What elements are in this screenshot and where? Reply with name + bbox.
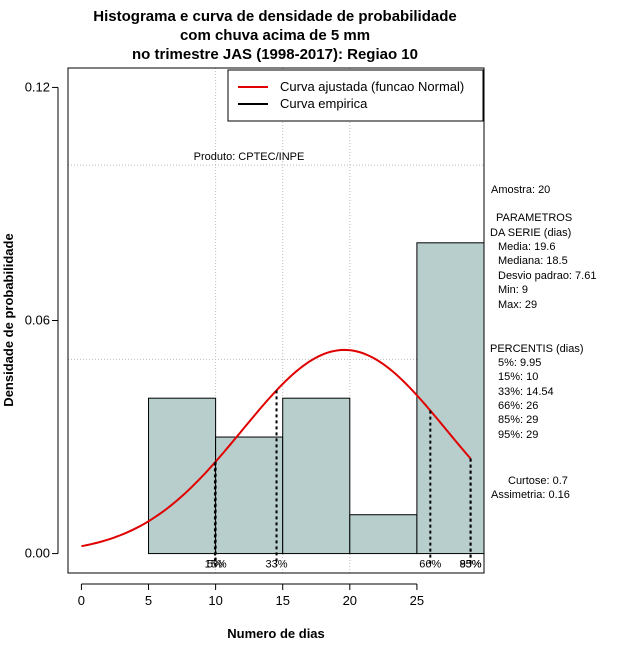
percentile-66: 66%: 26 xyxy=(498,400,538,412)
x-tick-label: 25 xyxy=(410,593,424,608)
histogram-bar xyxy=(416,242,485,555)
percentiles-title: PERCENTIS (dias) xyxy=(490,343,584,355)
param-sd: Desvio padrao: 7.61 xyxy=(498,270,596,282)
legend-label-empirical: Curva empirica xyxy=(280,96,368,111)
y-tick-label: 0.00 xyxy=(25,546,50,561)
params-title-1: PARAMETROS xyxy=(496,212,572,224)
histogram-bars xyxy=(148,242,485,555)
percentile-15: 15%: 10 xyxy=(498,371,538,383)
param-mean: Media: 19.6 xyxy=(498,241,555,253)
percentile-33: 33%: 14.54 xyxy=(498,386,554,398)
x-axis-title: Numero de dias xyxy=(227,626,325,641)
percentile-85: 85%: 29 xyxy=(498,414,538,426)
plot-frame xyxy=(67,67,485,574)
percentile-marker-label: 66% xyxy=(419,559,441,571)
percentile-95: 95%: 29 xyxy=(498,429,538,441)
percentile-5: 5%: 9.95 xyxy=(498,357,541,369)
legend: Curva ajustada (funcao Normal) Curva emp… xyxy=(227,69,484,122)
chart-title-line-2: com chuva acima de 5 mm xyxy=(180,27,370,44)
x-tick-label: 10 xyxy=(208,593,222,608)
chart-title-line-1: Histograma e curva de densidade de proba… xyxy=(93,8,456,25)
axes-layer: 0.00 0.06 0.12 0 5 10 15 20 25 xyxy=(25,79,424,608)
chart-title-line-3: no trimestre JAS (1998-2017): Regiao 10 xyxy=(132,46,418,63)
histogram-bar xyxy=(282,397,351,555)
histogram-bar xyxy=(349,514,418,555)
param-min: Min: 9 xyxy=(498,284,528,296)
histogram-bar xyxy=(148,397,217,555)
percentile-marker-label: 85% xyxy=(460,559,482,571)
params-title-2: DA SERIE (dias) xyxy=(490,227,571,239)
kurtosis: Curtose: 0.7 xyxy=(508,475,568,487)
x-tick-label: 20 xyxy=(343,593,357,608)
sample-size: Amostra: 20 xyxy=(491,184,550,196)
histogram-bar xyxy=(215,436,284,555)
percentile-marker-label: 95% xyxy=(460,559,482,571)
param-max: Max: 29 xyxy=(498,299,537,311)
percentile-marker-label: 33% xyxy=(266,559,288,571)
y-tick-label: 0.06 xyxy=(25,313,50,328)
legend-label-normal: Curva ajustada (funcao Normal) xyxy=(280,79,464,94)
param-median: Mediana: 18.5 xyxy=(498,255,568,267)
percentile-marker-label: 15% xyxy=(205,559,227,571)
skewness: Assimetria: 0.16 xyxy=(491,489,570,501)
y-tick-label: 0.12 xyxy=(25,79,50,94)
credit-text: Produto: CPTEC/INPE xyxy=(194,151,305,163)
statistics-panel: Amostra: 20 PARAMETROS DA SERIE (dias) M… xyxy=(490,184,596,501)
percentile-markers: 5%15% 33% 66% 85%95% xyxy=(205,390,482,571)
x-tick-label: 15 xyxy=(275,593,289,608)
x-tick-label: 5 xyxy=(145,593,152,608)
x-tick-label: 0 xyxy=(78,593,85,608)
y-axis-title: Densidade de probabilidade xyxy=(1,233,16,406)
legend-box xyxy=(227,69,484,122)
